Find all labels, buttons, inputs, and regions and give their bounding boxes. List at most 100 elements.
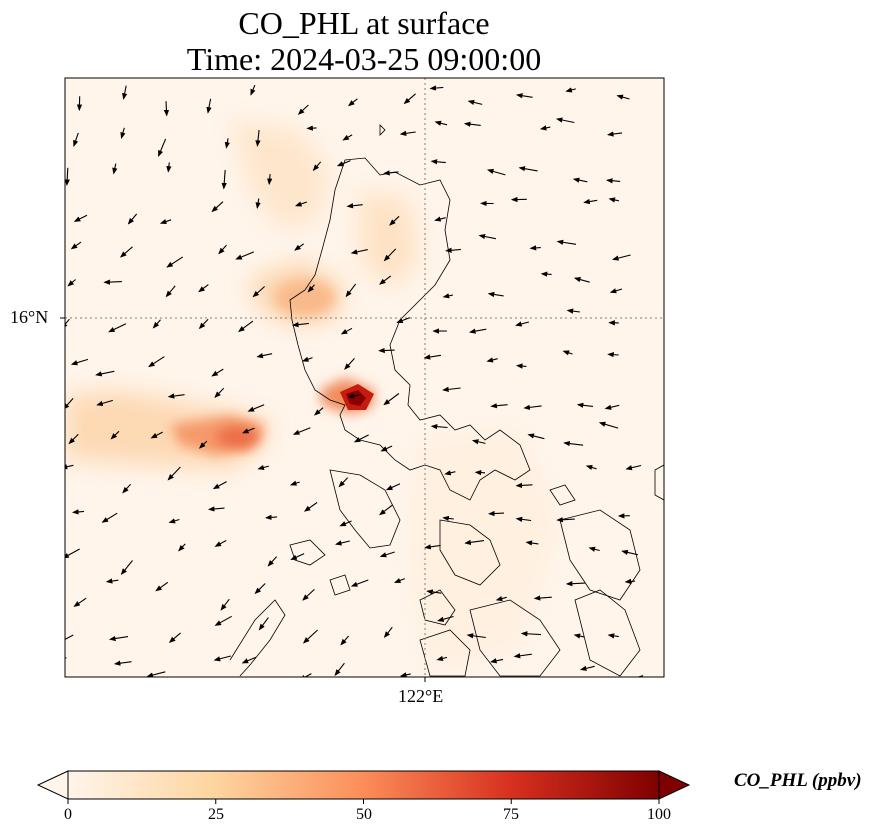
wind-arrow xyxy=(430,424,448,430)
wind-arrow xyxy=(96,399,113,406)
wind-arrow xyxy=(166,256,184,268)
wind-arrow xyxy=(146,671,166,677)
wind-arrow xyxy=(539,125,551,131)
wind-arrow xyxy=(148,356,165,368)
wind-arrow xyxy=(105,578,119,584)
wind-arrow xyxy=(198,318,209,330)
map-frame xyxy=(64,77,665,678)
wind-arrow xyxy=(566,308,580,314)
wind-arrow xyxy=(340,635,350,646)
wind-arrow xyxy=(442,293,453,299)
wind-arrow xyxy=(565,581,585,587)
wind-arrow xyxy=(213,655,231,662)
wind-arrow xyxy=(486,357,498,363)
colorbar-tick-75: 75 xyxy=(503,806,519,823)
wind-arrow xyxy=(103,279,122,285)
lat-tick-label: 16°N xyxy=(10,307,49,327)
wind-arrow xyxy=(302,588,315,601)
wind-arrow xyxy=(158,138,167,158)
wind-arrow xyxy=(520,631,542,637)
wind-arrow xyxy=(334,662,345,676)
wind-arrow xyxy=(314,407,324,416)
wind-arrow xyxy=(257,464,270,471)
wind-arrow xyxy=(297,104,309,115)
wind-arrow xyxy=(588,546,600,552)
wind-arrow xyxy=(224,138,230,149)
wind-arrow xyxy=(267,174,273,186)
wind-arrow xyxy=(607,352,619,358)
wind-arrow xyxy=(312,161,322,172)
wind-arrow xyxy=(608,197,620,203)
wind-arrow xyxy=(212,481,227,490)
wind-vectors xyxy=(65,84,644,677)
wind-arrow xyxy=(339,520,352,527)
wind-arrow xyxy=(301,356,313,362)
wind-arrow xyxy=(466,633,486,639)
wind-arrow xyxy=(400,672,411,677)
wind-arrow xyxy=(607,633,619,639)
wind-arrow xyxy=(267,556,278,567)
wind-arrow xyxy=(292,427,311,435)
wind-arrow xyxy=(346,203,363,209)
wind-arrow xyxy=(122,85,128,100)
colorbar xyxy=(36,770,691,804)
colorbar-tick-25: 25 xyxy=(208,806,224,823)
wind-arrow xyxy=(122,483,132,494)
wind-arrow xyxy=(556,517,575,523)
wind-arrow xyxy=(515,363,527,369)
wind-arrow xyxy=(464,539,485,546)
wind-arrow xyxy=(68,433,79,445)
wind-arrow xyxy=(490,658,504,664)
wind-arrow xyxy=(127,213,138,225)
wind-arrow xyxy=(289,480,300,486)
coastlines xyxy=(229,124,664,677)
wind-arrow xyxy=(353,434,369,443)
wind-arrow xyxy=(338,477,349,488)
wind-arrow xyxy=(112,163,118,175)
wind-arrow xyxy=(291,321,309,328)
wind-arrow xyxy=(583,198,598,205)
wind-arrow xyxy=(214,615,232,626)
wind-arrow xyxy=(612,254,631,261)
wind-arrow xyxy=(345,283,357,298)
wind-arrow xyxy=(108,323,127,333)
wind-arrow xyxy=(258,617,269,631)
wind-arrow xyxy=(168,632,181,643)
wind-arrow xyxy=(396,317,411,323)
wind-arrow xyxy=(442,515,454,522)
wind-arrow xyxy=(255,129,261,147)
wind-arrow xyxy=(474,469,486,476)
wind-arrow xyxy=(576,402,594,408)
colorbar-tick-0: 0 xyxy=(64,806,72,823)
wind-arrow xyxy=(379,275,392,285)
wind-arrow xyxy=(218,244,227,255)
wind-arrow xyxy=(515,482,533,489)
wind-arrow xyxy=(429,85,444,91)
wind-arrow xyxy=(207,506,225,512)
wind-arrow xyxy=(95,370,115,377)
wind-arrow xyxy=(264,514,278,520)
wind-arrow xyxy=(609,288,623,294)
wind-arrow xyxy=(621,549,639,556)
wind-arrow xyxy=(152,319,161,329)
wind-arrow xyxy=(434,216,446,222)
wind-arrow xyxy=(70,358,89,366)
wind-arrow xyxy=(198,440,208,449)
wind-arrow xyxy=(221,169,227,190)
wind-arrow xyxy=(256,353,273,359)
wind-arrow xyxy=(294,201,308,207)
wind-arrow xyxy=(214,540,227,547)
wind-arrow xyxy=(250,84,256,96)
wind-arrow xyxy=(241,427,255,434)
wind-arrow xyxy=(572,177,588,183)
wind-arrow xyxy=(423,354,441,360)
wind-arrow xyxy=(70,241,82,250)
wind-arrow xyxy=(399,130,416,136)
wind-arrow xyxy=(303,502,318,512)
wind-arrow xyxy=(529,245,541,251)
wind-arrow xyxy=(167,466,181,481)
wind-arrow xyxy=(540,271,552,277)
wind-arrow xyxy=(165,285,176,298)
wind-arrow xyxy=(445,247,461,253)
